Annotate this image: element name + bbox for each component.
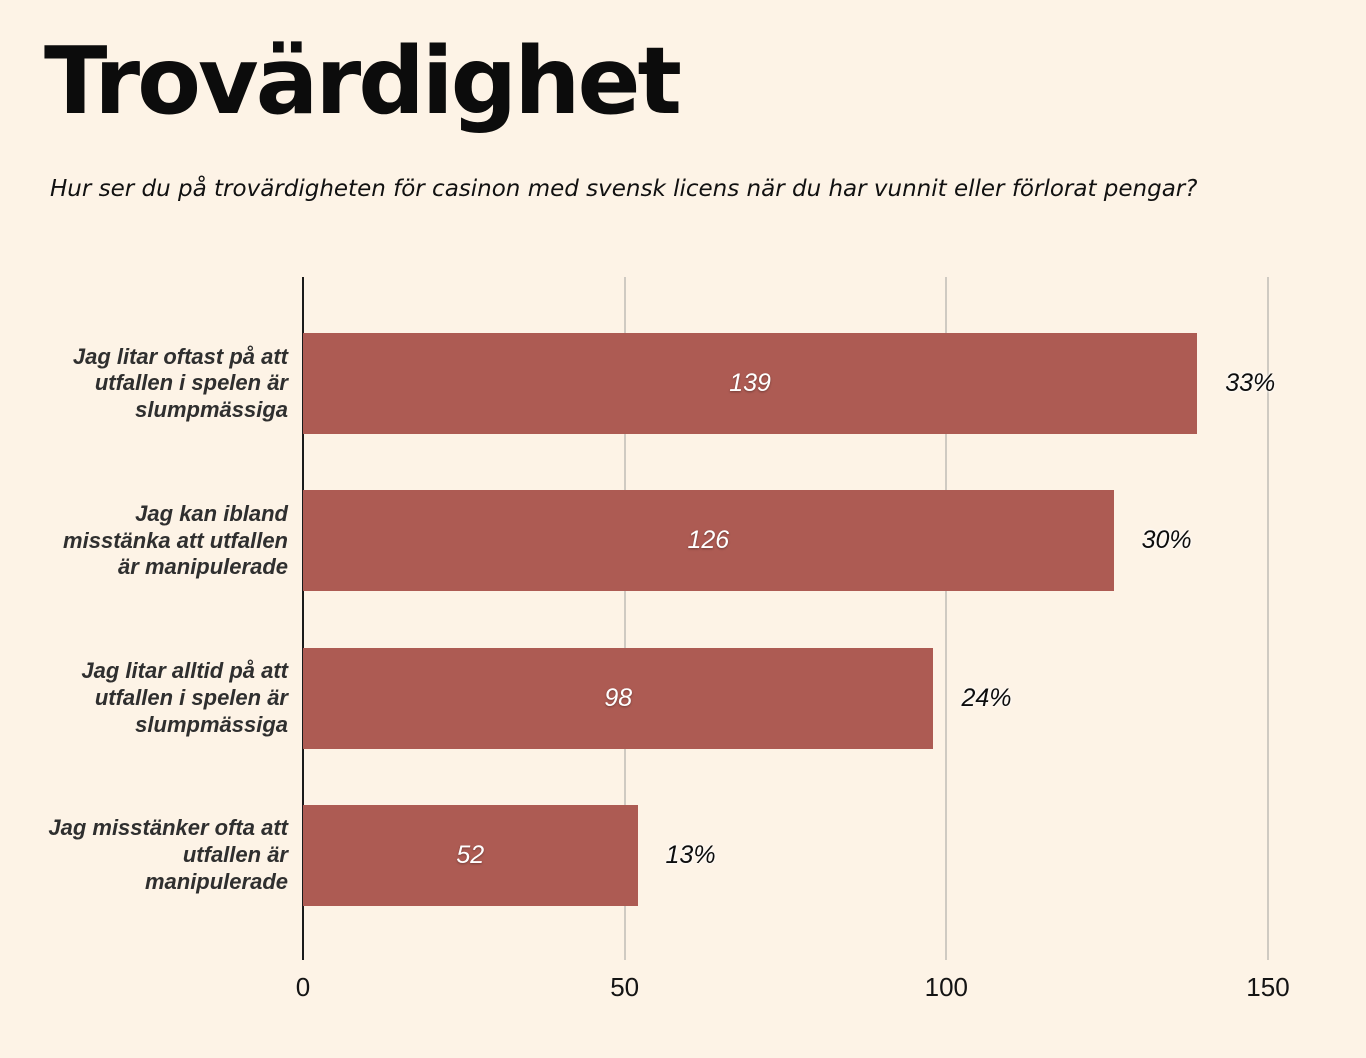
category-label: Jag misstänker ofta att utfallen är mani… [48, 815, 288, 894]
bar-row: Jag kan ibland misstänka att utfallen är… [0, 490, 1366, 592]
x-tick-label: 150 [1246, 972, 1290, 1002]
category-label: Jag kan ibland misstänka att utfallen är… [63, 500, 288, 580]
gridline [623, 277, 626, 960]
percent-label: 24% [961, 683, 1012, 712]
gridline [945, 277, 948, 960]
bar: 52 [303, 804, 638, 906]
x-tick-label: 100 [924, 972, 969, 1002]
bar: 126 [303, 490, 1114, 592]
bar-row: Jag litar oftast på att utfallen i spele… [0, 333, 1366, 434]
bar-chart: 0 50 100 150 Jag litar oftast på att utfall… [0, 277, 1366, 1037]
bar-track: 98 24% [303, 647, 1366, 749]
value-label: 52 [456, 840, 485, 869]
category-label: Jag litar alltid på att utfallen i spele… [81, 657, 288, 737]
bar: 98 [303, 647, 934, 749]
value-label: 98 [604, 683, 633, 712]
value-label: 126 [687, 526, 730, 555]
category-label: Jag litar oftast på att utfallen i spele… [72, 343, 288, 422]
y-axis-line [302, 277, 304, 960]
percent-label: 30% [1141, 526, 1192, 555]
bar-row: Jag litar alltid på att utfallen i spele… [0, 647, 1366, 749]
bar: 139 [303, 333, 1198, 434]
x-tick-label: 0 [295, 972, 311, 1002]
bar-track: 126 30% [303, 490, 1366, 592]
value-label: 139 [729, 369, 771, 397]
bar-track: 52 13% [303, 804, 1366, 906]
bar-track: 139 33% [303, 333, 1366, 434]
page-title: Trovärdighet [44, 27, 682, 135]
x-tick-label: 50 [610, 972, 640, 1002]
percent-label: 33% [1225, 369, 1276, 397]
percent-label: 13% [665, 840, 716, 869]
chart-subtitle: Hur ser du på trovärdigheten för casinon… [50, 176, 1198, 202]
gridline [1267, 277, 1269, 960]
bar-row: Jag misstänker ofta att utfallen är mani… [0, 804, 1366, 906]
